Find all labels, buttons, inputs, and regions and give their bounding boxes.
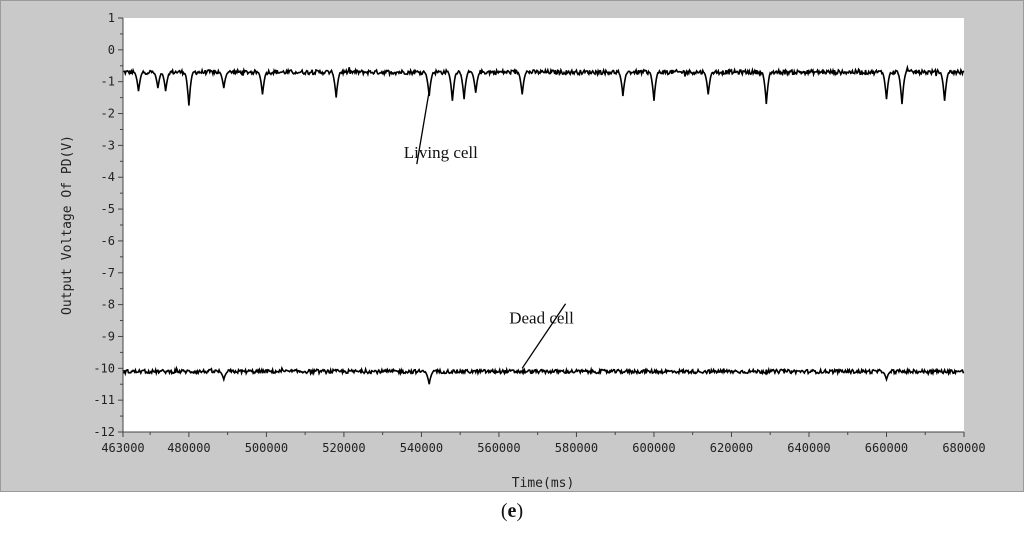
figure-caption: (e) (0, 500, 1024, 523)
annotation-label: Dead cell (509, 309, 574, 328)
annotation-layer: Living cell Dead cell (404, 91, 574, 369)
x-tick-label: 660000 (865, 441, 908, 455)
y-tick-label: -5 (101, 202, 115, 216)
y-tick-label: -7 (101, 266, 115, 280)
y-tick-label: -10 (93, 361, 115, 375)
y-tick-label: -6 (101, 234, 115, 248)
caption-letter: e (507, 500, 517, 522)
y-tick-label: -4 (101, 170, 115, 184)
x-tick-label: 463000 (101, 441, 144, 455)
x-tick-label: 680000 (942, 441, 985, 455)
x-tick-label: 640000 (787, 441, 830, 455)
x-ticks: 463000 480000 500000 520000 540000 560000 5800… (101, 432, 986, 455)
x-tick-label: 600000 (632, 441, 675, 455)
y-tick-label: 0 (108, 43, 115, 57)
y-tick-label: -9 (101, 329, 115, 343)
caption-close: ) (516, 500, 524, 522)
x-tick-label: 500000 (245, 441, 288, 455)
y-tick-label: -12 (93, 425, 115, 439)
x-tick-label: 580000 (555, 441, 598, 455)
y-tick-label: -2 (101, 107, 115, 121)
y-axis-title: Output Voltage Of PD(V) (60, 135, 75, 315)
annotation-leader (521, 303, 567, 369)
series-line-1 (122, 365, 965, 385)
x-tick-label: 480000 (167, 441, 210, 455)
y-ticks: 1 0 -1 -2 -3 -4 -5 -6 -7 -8 -9 -10 -11 -12 (93, 11, 123, 439)
chart: Living cell Dead cell 1 0 -1 -2 -3 -4 -5 -6 -7 -8 -… (60, 11, 986, 491)
series-layer (122, 64, 965, 385)
annotation-label: Living cell (404, 143, 478, 162)
x-tick-label: 540000 (400, 441, 443, 455)
x-axis-title: Time(ms) (512, 476, 575, 491)
y-tick-label: -1 (101, 75, 115, 89)
y-tick-label: 1 (108, 11, 115, 25)
y-tick-label: -8 (101, 298, 115, 312)
x-tick-label: 560000 (477, 441, 520, 455)
annotation-leader (416, 91, 430, 165)
series-line-0 (122, 64, 965, 106)
x-tick-label: 520000 (322, 441, 365, 455)
x-tick-label: 620000 (710, 441, 753, 455)
caption-open: ( (500, 500, 508, 522)
y-tick-label: -3 (101, 138, 115, 152)
y-tick-label: -11 (93, 393, 115, 407)
chart-panel: Living cell Dead cell 1 0 -1 -2 -3 -4 -5 -6 -7 -8 -… (0, 0, 1024, 492)
